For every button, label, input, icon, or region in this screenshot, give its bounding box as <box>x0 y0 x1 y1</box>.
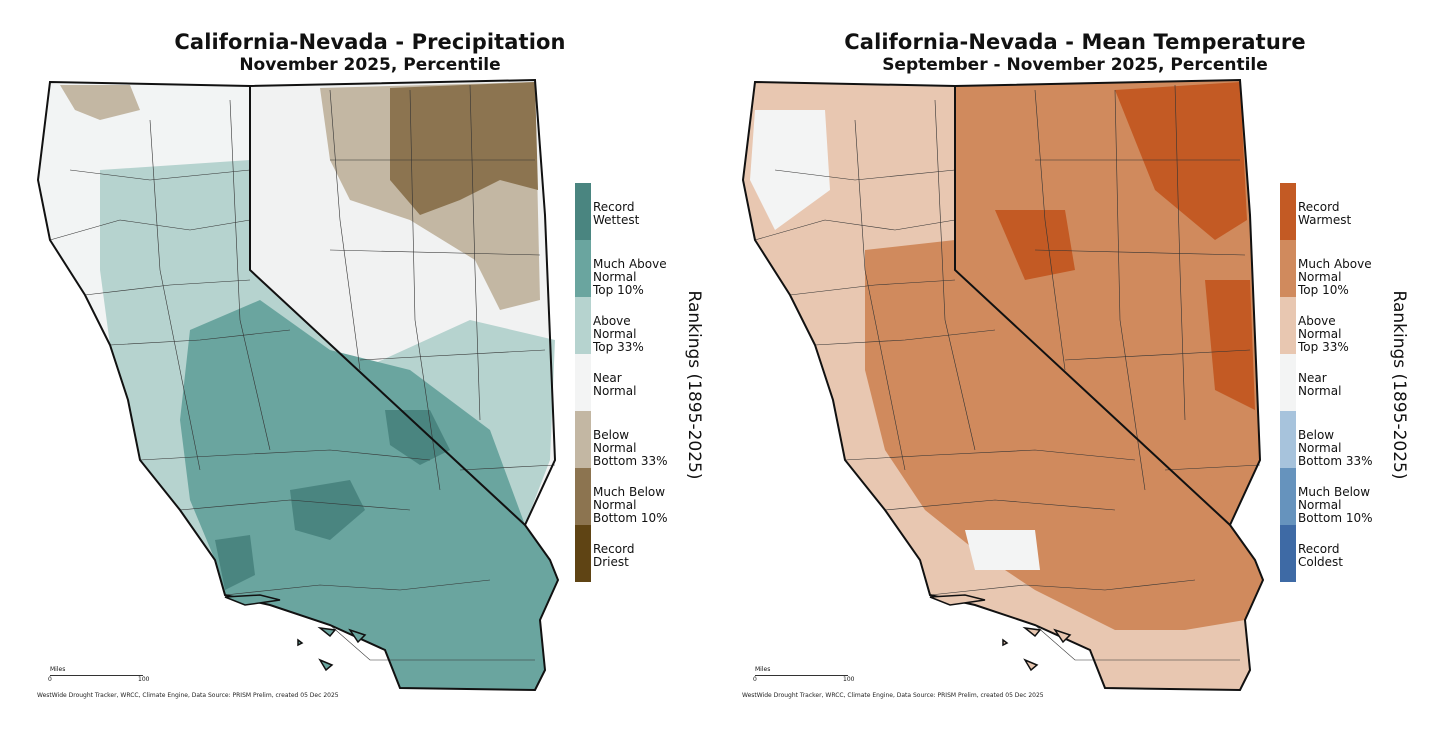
legend-label: Record Warmest <box>1298 200 1352 227</box>
much-below-area <box>390 82 538 215</box>
temperature-map <box>741 78 1265 692</box>
legend-label: Record Wettest <box>593 200 640 227</box>
legend-label: Near Normal <box>1298 371 1342 398</box>
legend-swatch <box>1280 297 1296 354</box>
map-title: California-Nevada - Mean Temperature <box>844 30 1306 54</box>
legend-swatch <box>1280 468 1296 525</box>
legend-label: Near Normal <box>593 371 637 398</box>
legend-item: Record Wettest <box>575 183 685 240</box>
county-boundaries <box>754 84 1261 661</box>
legend-item: Above Normal Top 33% <box>1280 297 1390 354</box>
temperature-panel: California-Nevada - Mean Temperature Sep… <box>705 0 1421 746</box>
legend: Record Warmest Much Above Normal Top 10%… <box>1280 183 1390 582</box>
map-subtitle: September - November 2025, Percentile <box>882 55 1268 75</box>
legend-label: Record Coldest <box>1298 542 1344 569</box>
record-warmest-area <box>1205 280 1255 410</box>
legend-swatch <box>575 297 591 354</box>
rankings-label: Rankings (1895-2025) <box>684 290 704 480</box>
precipitation-panel: California-Nevada - Precipitation Novemb… <box>0 0 716 746</box>
scale-start: 0 <box>48 676 52 683</box>
map-title: California-Nevada - Precipitation <box>174 30 566 54</box>
legend-label: Much Above Normal Top 10% <box>1298 257 1372 297</box>
near-normal-area <box>965 530 1040 570</box>
legend-item: Much Above Normal Top 10% <box>1280 240 1390 297</box>
scale-start: 0 <box>753 676 757 683</box>
legend-label: Below Normal Bottom 33% <box>593 428 668 468</box>
legend-label: Much Below Normal Bottom 10% <box>1298 485 1373 525</box>
legend-item: Record Warmest <box>1280 183 1390 240</box>
legend-item: Near Normal <box>1280 354 1390 411</box>
near-normal-area <box>750 110 830 230</box>
record-wettest-area <box>385 410 450 465</box>
legend-swatch <box>575 240 591 297</box>
scale-title: Miles <box>755 666 771 673</box>
scale-line <box>50 675 143 676</box>
county-boundaries <box>49 84 556 661</box>
legend-item: Much Above Normal Top 10% <box>575 240 685 297</box>
legend-swatch <box>575 468 591 525</box>
scale-bar: Miles 0 100 <box>48 666 158 686</box>
channel-islands <box>929 594 1072 672</box>
legend-swatch <box>1280 240 1296 297</box>
legend-swatch <box>1280 411 1296 468</box>
below-normal-area <box>60 85 140 120</box>
legend-swatch <box>575 411 591 468</box>
legend-swatch <box>1280 354 1296 411</box>
legend-swatch <box>1280 525 1296 582</box>
legend-item: Below Normal Bottom 33% <box>1280 411 1390 468</box>
legend-label: Above Normal Top 33% <box>1298 314 1349 354</box>
legend: Record Wettest Much Above Normal Top 10%… <box>575 183 685 582</box>
legend-item: Near Normal <box>575 354 685 411</box>
record-wettest-area <box>290 480 365 540</box>
legend-label: Record Driest <box>593 542 635 569</box>
legend-item: Much Below Normal Bottom 10% <box>1280 468 1390 525</box>
precipitation-map <box>36 78 560 692</box>
scale-bar: Miles 0 100 <box>753 666 863 686</box>
legend-item: Record Driest <box>575 525 685 582</box>
legend-swatch <box>575 525 591 582</box>
scale-end: 100 <box>138 676 150 683</box>
legend-item: Record Coldest <box>1280 525 1390 582</box>
legend-label: Below Normal Bottom 33% <box>1298 428 1373 468</box>
record-warmest-area <box>995 210 1075 280</box>
record-wettest-area <box>215 535 255 590</box>
source-credit: WestWide Drought Tracker, WRCC, Climate … <box>37 692 339 699</box>
legend-label: Much Below Normal Bottom 10% <box>593 485 668 525</box>
map-fill <box>38 80 558 690</box>
legend-label: Much Above Normal Top 10% <box>593 257 667 297</box>
legend-item: Much Below Normal Bottom 10% <box>575 468 685 525</box>
rankings-label: Rankings (1895-2025) <box>1389 290 1409 480</box>
legend-swatch <box>1280 183 1296 240</box>
legend-swatch <box>575 183 591 240</box>
state-borders <box>741 78 1265 692</box>
scale-end: 100 <box>843 676 855 683</box>
state-borders <box>36 78 560 692</box>
legend-item: Below Normal Bottom 33% <box>575 411 685 468</box>
record-warmest-area <box>1115 82 1247 240</box>
legend-swatch <box>575 354 591 411</box>
much-above-area <box>180 300 558 690</box>
legend-label: Above Normal Top 33% <box>593 314 644 354</box>
source-credit: WestWide Drought Tracker, WRCC, Climate … <box>742 692 1044 699</box>
map-subtitle: November 2025, Percentile <box>239 55 501 75</box>
map-fill <box>743 80 1263 690</box>
scale-line <box>755 675 848 676</box>
channel-islands <box>224 594 367 672</box>
much-above-area <box>865 240 1263 630</box>
scale-title: Miles <box>50 666 66 673</box>
legend-item: Above Normal Top 33% <box>575 297 685 354</box>
